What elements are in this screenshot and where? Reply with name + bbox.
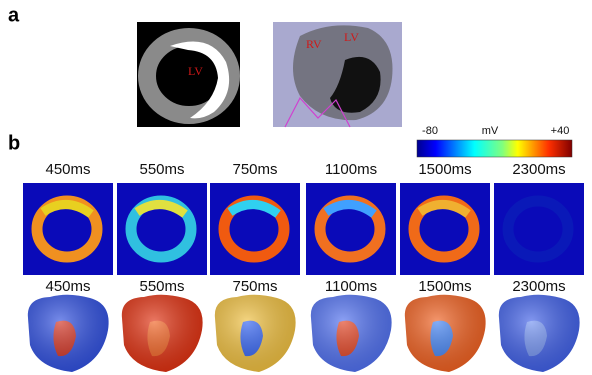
time-label: 750ms: [232, 278, 277, 295]
heart-shading: [405, 295, 486, 372]
heart-shading: [499, 295, 580, 372]
time-label: 1100ms: [325, 278, 377, 295]
lv-label: LV: [188, 64, 203, 78]
panel-label: a: [8, 4, 20, 26]
time-label: 550ms: [139, 278, 184, 295]
colorbar-max: +40: [551, 125, 570, 137]
figure: a LV RV LV b -80 mV +40 450ms 550ms 750ms 1…: [0, 0, 592, 375]
frames: 450ms 550ms 750ms 1100ms 1500ms 2300ms 450ms 55…: [23, 161, 584, 372]
time-label: 1100ms: [325, 161, 377, 178]
heart-shading: [28, 295, 109, 372]
heart-shading: [311, 295, 392, 372]
panel-label: b: [8, 132, 20, 154]
time-label: 550ms: [139, 161, 184, 178]
time-label: 750ms: [232, 161, 277, 178]
heart-shading: [122, 295, 203, 372]
time-label: 1500ms: [418, 161, 471, 178]
time-label: 450ms: [45, 278, 90, 295]
colorbar-min: -80: [422, 125, 438, 137]
heart-shading: [215, 295, 296, 372]
time-label: 450ms: [45, 161, 90, 178]
colorbar-unit: mV: [482, 125, 499, 137]
rv-label: RV: [306, 37, 322, 51]
lv-label: LV: [344, 30, 359, 44]
time-label: 2300ms: [512, 161, 565, 178]
time-label: 1500ms: [418, 278, 471, 295]
colorbar: [417, 140, 572, 157]
time-label: 2300ms: [512, 278, 565, 295]
